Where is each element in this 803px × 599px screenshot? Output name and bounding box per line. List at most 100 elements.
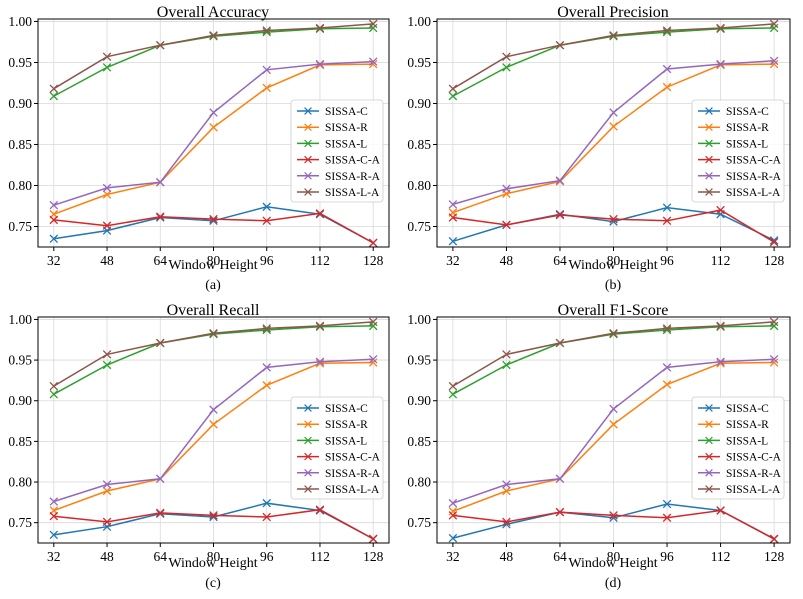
data-point-marker — [102, 517, 112, 527]
data-point-marker — [769, 23, 779, 33]
data-point-marker — [49, 497, 59, 506]
data-point-marker — [769, 19, 779, 29]
data-point-marker — [662, 513, 672, 523]
data-point-marker — [262, 202, 271, 212]
legend: SISSA-C SISSA-R SISSA-L SISSA-C-A SISSA-R-A S… — [290, 99, 384, 203]
data-point-marker — [662, 26, 672, 35]
legend-label: SISSA-R-A — [325, 171, 381, 183]
data-point-marker — [49, 389, 59, 399]
data-point-marker — [502, 220, 511, 230]
data-point-marker — [448, 200, 458, 209]
data-point-marker — [262, 512, 271, 522]
data-point-marker — [716, 357, 725, 366]
legend-marker — [304, 107, 312, 115]
data-point-marker — [448, 533, 458, 543]
data-point-marker — [448, 511, 458, 520]
x-tick-label: 80 — [607, 549, 621, 564]
data-point-marker — [262, 65, 271, 75]
x-tick-label: 64 — [154, 549, 168, 564]
panel-label: (d) — [605, 576, 622, 591]
legend-label: SISSA-L-A — [726, 187, 781, 199]
x-axis-label: Window Height — [168, 556, 257, 571]
legend-marker — [304, 436, 312, 445]
data-point-marker — [769, 237, 779, 247]
data-point-marker — [662, 363, 672, 372]
panel-label: (a) — [205, 278, 221, 293]
y-tick-label: 0.95 — [8, 353, 32, 368]
data-point-marker — [662, 499, 672, 509]
data-point-marker — [102, 360, 112, 370]
chart-panel-2: 0.75 0.80 0.85 0.90 0.95 1.00 32 48 64 80 96 112 128… — [407, 4, 791, 293]
data-point-marker — [156, 474, 165, 484]
data-point-marker — [448, 507, 458, 516]
legend-marker — [705, 107, 713, 115]
legend-marker — [304, 404, 312, 412]
data-point-marker — [502, 517, 511, 527]
data-point-marker — [609, 31, 618, 40]
legend-marker — [304, 420, 312, 429]
data-point-marker — [209, 420, 218, 429]
x-axis-label: Window Height — [168, 258, 257, 273]
data-point-marker — [156, 338, 165, 348]
x-axis-label: Window Height — [568, 258, 657, 273]
x-tick-label: 96 — [260, 253, 274, 268]
data-point-marker — [102, 63, 112, 72]
panel-label: (b) — [605, 278, 622, 293]
legend-label: SISSA-L — [726, 435, 768, 447]
legend-label: SISSA-R — [325, 419, 368, 431]
data-point-marker — [102, 486, 112, 496]
y-tick-label: 0.80 — [8, 178, 32, 193]
y-tick-label: 1.00 — [407, 14, 431, 29]
x-tick-label: 128 — [764, 253, 785, 268]
y-tick-label: 0.75 — [8, 515, 32, 530]
data-point-marker — [502, 184, 511, 194]
data-point-marker — [662, 324, 672, 333]
data-point-marker — [448, 236, 458, 246]
data-point-marker — [502, 52, 511, 61]
legend-label: SISSA-C — [726, 403, 769, 415]
x-tick-label: 128 — [764, 549, 785, 564]
data-point-marker — [662, 82, 672, 92]
x-tick-label: 96 — [260, 549, 274, 564]
data-point-marker — [262, 83, 271, 93]
data-point-marker — [262, 325, 271, 335]
y-tick-label: 0.85 — [8, 137, 32, 152]
data-point-marker — [716, 59, 725, 69]
y-tick-label: 0.75 — [8, 219, 32, 234]
legend-marker — [705, 485, 713, 493]
data-point-marker — [609, 420, 618, 429]
data-point-marker — [609, 404, 618, 414]
data-point-marker — [716, 321, 725, 331]
panel-label: (c) — [205, 576, 221, 591]
legend-marker — [705, 420, 713, 429]
y-tick-label: 0.95 — [407, 55, 431, 70]
data-point-marker — [209, 328, 218, 338]
data-point-marker — [368, 23, 378, 33]
data-point-marker — [262, 216, 271, 226]
x-tick-label: 128 — [363, 253, 384, 268]
x-tick-label: 112 — [310, 253, 330, 268]
y-tick-label: 0.85 — [8, 434, 32, 449]
legend-label: SISSA-R-A — [726, 171, 782, 183]
legend-marker — [304, 139, 312, 148]
data-point-marker — [609, 511, 618, 520]
x-tick-label: 32 — [47, 549, 61, 564]
data-point-marker — [209, 216, 218, 226]
x-tick-label: 64 — [553, 253, 567, 268]
data-point-marker — [502, 360, 511, 370]
legend-marker — [304, 123, 312, 132]
x-tick-label: 48 — [100, 253, 114, 268]
y-tick-label: 0.95 — [407, 353, 431, 368]
y-tick-label: 1.00 — [8, 312, 32, 327]
chart-panel-4: 0.75 0.80 0.85 0.90 0.95 1.00 32 48 64 80 96 112 128… — [407, 302, 791, 591]
y-tick-label: 0.75 — [407, 515, 431, 530]
x-tick-label: 32 — [47, 253, 61, 268]
legend-marker — [705, 468, 713, 477]
x-tick-label: 128 — [363, 549, 384, 564]
data-point-marker — [448, 389, 458, 399]
x-axis-label: Window Height — [568, 556, 657, 571]
data-point-marker — [209, 512, 218, 522]
data-point-marker — [448, 91, 458, 101]
y-tick-label: 1.00 — [8, 14, 32, 29]
x-tick-label: 48 — [500, 549, 514, 564]
